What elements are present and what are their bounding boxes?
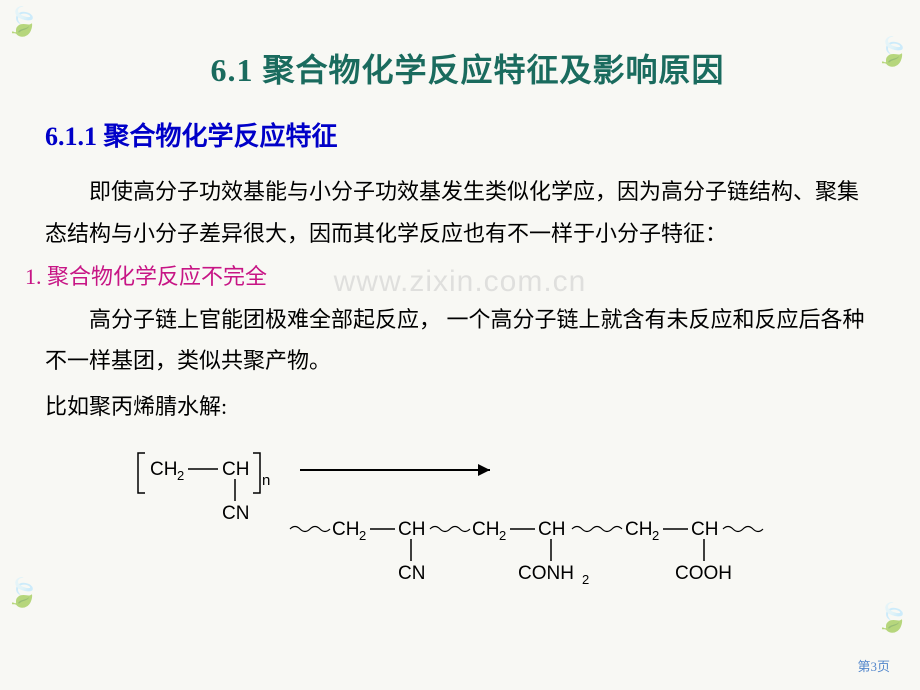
main-title: 6.1 聚合物化学反应特征及影响原因: [70, 45, 865, 91]
leaf-decoration-icon: 🍃: [5, 576, 40, 610]
product-conh2: CONH: [518, 563, 574, 584]
product-ch-2: CH: [538, 519, 565, 540]
reactant-n: n: [262, 472, 270, 489]
subtitle: 6.1.1 聚合物化学反应特征: [45, 116, 865, 153]
product-sub2-3: 2: [652, 528, 659, 543]
section-header-1: 1. 聚合物化学反应不完全: [25, 259, 865, 291]
chemical-reaction-diagram: CH 2 CH n CN CH 2: [70, 440, 865, 600]
example-text: 比如聚丙烯腈水解:: [45, 386, 875, 428]
paragraph-1: 即使高分子功效基能与小分子功效基发生类似化学应，因为高分子链结构、聚集态结构与小…: [45, 171, 875, 255]
wavy-connector-3: [572, 526, 622, 531]
reaction-svg: CH 2 CH n CN CH 2: [90, 445, 870, 595]
product-group: CH 2 CH CN CH 2 CH CONH 2 CH 2: [290, 519, 763, 587]
page-number: 第3页: [857, 656, 890, 675]
product-ch2-2: CH: [472, 519, 499, 540]
leaf-decoration-icon: 🍃: [875, 601, 910, 635]
reactant-sub2: 2: [177, 468, 184, 483]
wavy-connector: [290, 526, 330, 531]
product-cn: CN: [398, 563, 425, 584]
arrow-head-icon: [478, 464, 490, 476]
product-ch-1: CH: [398, 519, 425, 540]
wavy-connector-2: [430, 526, 470, 531]
product-ch2-3: CH: [625, 519, 652, 540]
leaf-decoration-icon: 🍃: [5, 5, 40, 39]
reactant-ch: CH: [222, 459, 249, 480]
reactant-group: CH 2 CH n CN: [138, 453, 270, 524]
product-cooh: COOH: [675, 563, 732, 584]
product-sub2-2: 2: [499, 528, 506, 543]
right-bracket: [253, 453, 260, 493]
product-ch-3: CH: [691, 519, 718, 540]
left-bracket: [138, 453, 145, 493]
paragraph-2: 高分子链上官能团极难全部起反应， 一个高分子链上就含有未反应和反应后各种不一样基…: [45, 299, 875, 383]
reaction-arrow: [300, 464, 490, 476]
reactant-cn: CN: [222, 503, 249, 524]
product-conh2-sub: 2: [582, 572, 589, 587]
reactant-backbone: CH: [150, 459, 177, 480]
leaf-decoration-icon: 🍃: [875, 35, 910, 69]
slide-content: 6.1 聚合物化学反应特征及影响原因 6.1.1 聚合物化学反应特征 即使高分子…: [0, 0, 920, 620]
wavy-connector-4: [723, 526, 763, 531]
product-sub2-1: 2: [359, 528, 366, 543]
product-ch2-1: CH: [332, 519, 359, 540]
